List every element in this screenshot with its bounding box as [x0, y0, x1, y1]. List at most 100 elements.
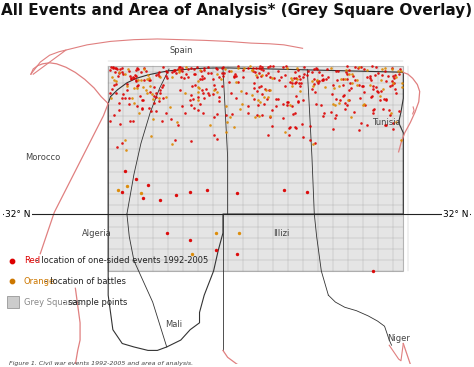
Point — [119, 71, 127, 77]
Point — [395, 68, 402, 74]
Point — [255, 102, 262, 108]
Point — [149, 91, 156, 97]
Point — [248, 67, 255, 73]
Point — [122, 147, 130, 153]
Point — [210, 83, 218, 88]
Point — [253, 75, 260, 80]
Point — [228, 111, 236, 117]
Point — [254, 98, 261, 103]
Point — [137, 77, 145, 83]
Point — [112, 65, 119, 71]
Point — [240, 74, 247, 80]
Point — [139, 196, 147, 201]
Point — [310, 141, 317, 147]
Point — [240, 65, 248, 70]
Point — [376, 97, 384, 103]
Point — [258, 72, 266, 78]
Point — [297, 81, 304, 87]
Point — [373, 63, 380, 69]
Point — [146, 105, 153, 111]
Point — [344, 76, 351, 81]
Point — [125, 95, 133, 101]
Point — [111, 65, 119, 71]
Point — [296, 88, 304, 94]
Point — [313, 78, 320, 84]
Point — [253, 112, 260, 118]
Point — [176, 67, 183, 73]
Point — [319, 77, 327, 83]
Bar — [108, 66, 403, 271]
Point — [265, 87, 273, 93]
Point — [130, 76, 138, 81]
Point — [374, 89, 382, 95]
Text: - location of battles: - location of battles — [42, 277, 126, 286]
Point — [234, 80, 242, 86]
Point — [312, 65, 319, 71]
Point — [128, 75, 135, 81]
Point — [396, 72, 403, 77]
Point — [134, 81, 142, 87]
Point — [391, 73, 399, 79]
Text: 32° N: 32° N — [443, 210, 469, 218]
Point — [219, 83, 226, 89]
Point — [166, 104, 173, 110]
Text: Grey Squares: Grey Squares — [24, 298, 81, 306]
Point — [178, 103, 186, 109]
Point — [354, 77, 361, 83]
Point — [312, 141, 319, 146]
Point — [133, 103, 141, 109]
Point — [288, 80, 296, 86]
Point — [205, 92, 213, 98]
Point — [332, 112, 339, 118]
Point — [234, 63, 242, 69]
Point — [289, 111, 297, 117]
Point — [319, 77, 326, 83]
Point — [128, 95, 136, 101]
Point — [227, 115, 234, 120]
Point — [282, 130, 289, 135]
Point — [115, 69, 123, 75]
Point — [212, 247, 220, 253]
Point — [114, 144, 121, 150]
Point — [292, 125, 300, 131]
Point — [218, 70, 226, 76]
Point — [368, 63, 376, 69]
Point — [162, 110, 170, 116]
Point — [299, 98, 306, 103]
Point — [117, 66, 124, 72]
Point — [215, 94, 222, 99]
Point — [332, 68, 340, 74]
Point — [210, 132, 218, 138]
Point — [174, 66, 182, 72]
Point — [273, 96, 280, 102]
Point — [321, 84, 328, 90]
Point — [389, 79, 396, 84]
Point — [286, 124, 294, 130]
Point — [250, 97, 257, 102]
Point — [264, 63, 272, 69]
Point — [232, 79, 240, 85]
Point — [162, 73, 170, 79]
Point — [356, 64, 363, 70]
Point — [291, 69, 299, 75]
Point — [358, 83, 366, 89]
Point — [170, 68, 178, 74]
Point — [194, 107, 202, 113]
Point — [217, 76, 224, 81]
Point — [366, 82, 374, 88]
Point — [360, 66, 368, 72]
Point — [149, 116, 157, 122]
Point — [213, 66, 220, 72]
Point — [196, 76, 204, 82]
Point — [294, 67, 302, 73]
Point — [127, 76, 135, 82]
Point — [296, 76, 304, 82]
Point — [315, 69, 323, 75]
Point — [255, 84, 263, 90]
Point — [123, 83, 130, 88]
Point — [376, 93, 383, 99]
Point — [392, 119, 400, 124]
Point — [369, 107, 376, 113]
Point — [212, 230, 220, 236]
Point — [208, 70, 215, 76]
